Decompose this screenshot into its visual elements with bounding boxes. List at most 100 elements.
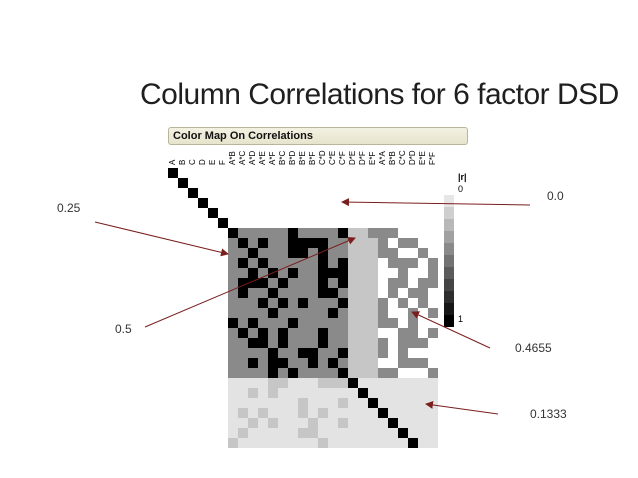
heatmap-cell bbox=[228, 228, 238, 238]
heatmap-cell bbox=[328, 408, 338, 418]
heatmap-cell bbox=[348, 398, 358, 408]
heatmap-cell bbox=[268, 338, 278, 348]
heatmap-cell bbox=[428, 378, 438, 388]
heatmap-cell bbox=[428, 408, 438, 418]
heatmap-cell bbox=[348, 268, 358, 278]
annotation-arrow bbox=[341, 198, 531, 207]
heatmap-cell bbox=[428, 338, 438, 348]
heatmap-cell bbox=[428, 258, 438, 268]
heatmap-cell bbox=[278, 238, 288, 248]
heatmap-cell bbox=[278, 398, 288, 408]
heatmap-cell bbox=[348, 298, 358, 308]
heatmap-cell bbox=[398, 368, 408, 378]
heatmap-cell bbox=[348, 378, 358, 388]
heatmap-cell bbox=[298, 438, 308, 448]
heatmap-cell bbox=[318, 278, 328, 288]
heatmap-cell bbox=[288, 418, 298, 428]
heatmap-cell bbox=[348, 428, 358, 438]
column-label: B*F bbox=[308, 152, 317, 165]
heatmap-cell bbox=[318, 408, 328, 418]
heatmap-cell bbox=[418, 278, 428, 288]
heatmap-cell bbox=[328, 288, 338, 298]
heatmap-cell bbox=[308, 268, 318, 278]
color-map-panel-header[interactable]: Color Map On Correlations bbox=[168, 127, 468, 145]
column-label: D*F bbox=[358, 151, 367, 165]
annotation-label: 0.5 bbox=[115, 322, 132, 336]
heatmap-cell bbox=[288, 318, 298, 328]
heatmap-cell bbox=[338, 388, 348, 398]
heatmap-cell bbox=[428, 328, 438, 338]
heatmap-cell bbox=[388, 308, 398, 318]
heatmap-cell bbox=[248, 268, 258, 278]
heatmap-cell bbox=[418, 238, 428, 248]
heatmap-cell bbox=[408, 288, 418, 298]
heatmap-cell bbox=[418, 358, 428, 368]
heatmap-cell bbox=[328, 338, 338, 348]
heatmap-cell bbox=[388, 378, 398, 388]
heatmap-cell bbox=[278, 248, 288, 258]
heatmap-cell bbox=[308, 418, 318, 428]
heatmap-cell bbox=[328, 248, 338, 258]
heatmap-cell bbox=[318, 248, 328, 258]
heatmap-cell bbox=[428, 358, 438, 368]
heatmap-cell bbox=[298, 428, 308, 438]
heatmap-cell bbox=[268, 418, 278, 428]
heatmap-cell bbox=[388, 408, 398, 418]
heatmap-cell bbox=[378, 258, 388, 268]
heatmap-cell bbox=[428, 368, 438, 378]
heatmap-cell bbox=[288, 268, 298, 278]
heatmap-cell bbox=[348, 388, 358, 398]
heatmap-cell bbox=[328, 368, 338, 378]
heatmap-cell bbox=[258, 408, 268, 418]
heatmap-cell bbox=[268, 398, 278, 408]
heatmap-cell bbox=[178, 178, 188, 188]
heatmap-cell bbox=[268, 428, 278, 438]
heatmap-cell bbox=[228, 408, 238, 418]
heatmap-cell bbox=[338, 378, 348, 388]
heatmap-cell bbox=[308, 298, 318, 308]
column-label: A*C bbox=[238, 151, 247, 165]
column-label: B bbox=[178, 160, 187, 165]
heatmap-cell bbox=[238, 248, 248, 258]
heatmap-cell bbox=[228, 288, 238, 298]
heatmap-cell bbox=[348, 338, 358, 348]
heatmap-cell bbox=[278, 368, 288, 378]
heatmap-cell bbox=[388, 418, 398, 428]
heatmap-cell bbox=[278, 298, 288, 308]
heatmap-cell bbox=[238, 358, 248, 368]
heatmap-cell bbox=[418, 318, 428, 328]
legend-swatch bbox=[444, 267, 454, 279]
legend-colorbar: |r| 0 1 bbox=[444, 172, 467, 327]
heatmap-cell bbox=[338, 398, 348, 408]
heatmap-cell bbox=[278, 318, 288, 328]
heatmap-cell bbox=[268, 278, 278, 288]
heatmap-cell bbox=[398, 428, 408, 438]
heatmap-cell bbox=[228, 378, 238, 388]
heatmap-cell bbox=[318, 298, 328, 308]
annotations: 0.0 0.25 0.5 0.4655 0.1333 bbox=[57, 189, 567, 421]
heatmap-cell bbox=[398, 228, 408, 238]
heatmap-cell bbox=[428, 318, 438, 328]
heatmap-cell bbox=[338, 278, 348, 288]
heatmap-cell bbox=[378, 248, 388, 258]
heatmap-cell bbox=[398, 318, 408, 328]
heatmap-cell bbox=[258, 288, 268, 298]
heatmap-cell bbox=[288, 388, 298, 398]
heatmap-cells bbox=[168, 168, 438, 448]
heatmap-cell bbox=[288, 278, 298, 288]
heatmap-cell bbox=[338, 318, 348, 328]
heatmap-cell bbox=[288, 288, 298, 298]
heatmap-cell bbox=[288, 358, 298, 368]
heatmap-cell bbox=[278, 258, 288, 268]
heatmap-cell bbox=[268, 238, 278, 248]
heatmap-cell bbox=[248, 348, 258, 358]
legend-swatch bbox=[444, 279, 454, 291]
heatmap-cell bbox=[288, 398, 298, 408]
heatmap-cell bbox=[268, 388, 278, 398]
heatmap-cell bbox=[338, 348, 348, 358]
heatmap-cell bbox=[248, 308, 258, 318]
heatmap-cell bbox=[408, 438, 418, 448]
annotation-arrow bbox=[144, 237, 356, 328]
annotation-label: 0.1333 bbox=[530, 407, 567, 421]
